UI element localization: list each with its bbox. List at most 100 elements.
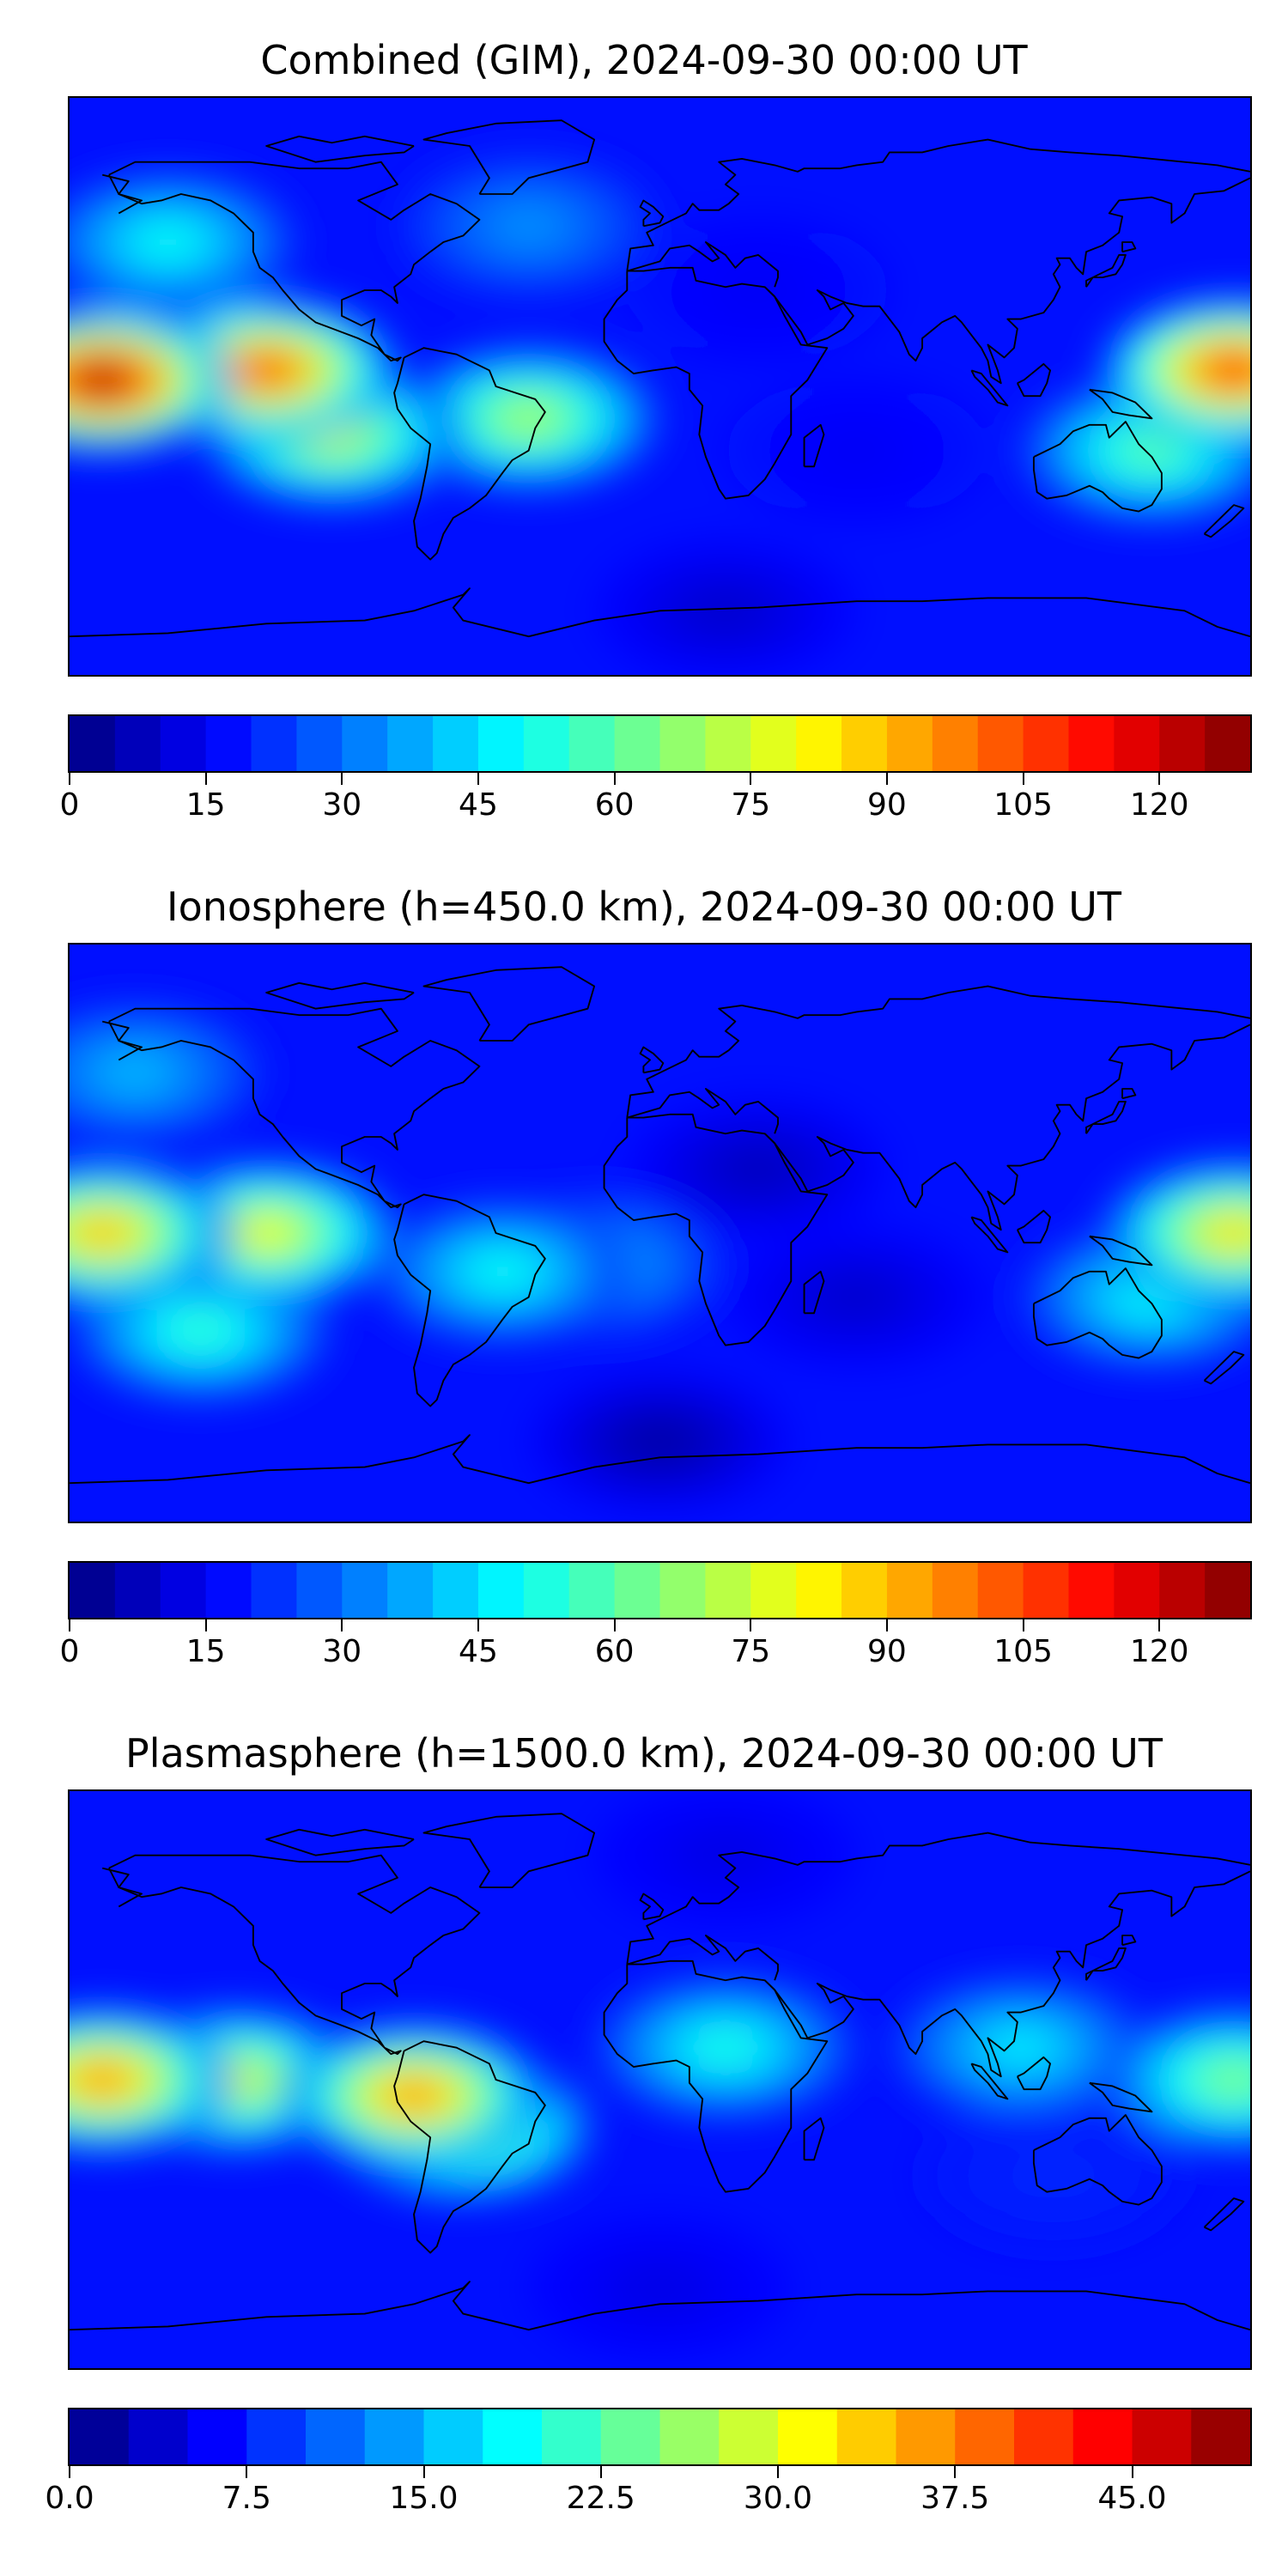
heatmap-feature bbox=[993, 2032, 1048, 2063]
coastline bbox=[639, 199, 665, 228]
heatmap-feature bbox=[239, 1218, 294, 1249]
colorbar-tick-label: 120 bbox=[1129, 1634, 1189, 1669]
heatmap-feature bbox=[1206, 2064, 1250, 2095]
coastline bbox=[393, 1194, 546, 1407]
colorbar-tick bbox=[204, 1619, 207, 1631]
colorbar-tick bbox=[599, 2466, 602, 2478]
colorbar-level bbox=[342, 716, 388, 771]
colorbar-level bbox=[568, 716, 616, 771]
colorbar-level bbox=[433, 1563, 479, 1618]
coastline bbox=[803, 423, 825, 468]
colorbar-level bbox=[1159, 716, 1206, 771]
colorbar-level bbox=[1205, 1563, 1250, 1618]
colorbar-level bbox=[659, 1563, 706, 1618]
colorbar-level bbox=[932, 1563, 979, 1618]
colorbar-ticks-combined: 0 15 30 45 60 75 90 105 120 bbox=[60, 773, 1252, 824]
colorbar-level bbox=[1159, 1563, 1206, 1618]
coastline bbox=[1089, 2081, 1153, 2113]
colorbar-level bbox=[955, 2409, 1015, 2464]
colorbar-plasmasphere bbox=[68, 2408, 1252, 2466]
colorbar-level bbox=[246, 2409, 307, 2464]
colorbar-combined bbox=[68, 714, 1252, 773]
coastline bbox=[1016, 362, 1051, 398]
colorbar-level bbox=[387, 1563, 434, 1618]
coastline bbox=[1085, 254, 1127, 288]
colorbar-level bbox=[542, 2409, 602, 2464]
colorbar-level bbox=[160, 1563, 207, 1618]
colorbar-tick-label: 30 bbox=[322, 787, 362, 823]
heatmap-feature bbox=[75, 2064, 130, 2095]
colorbar-tick bbox=[69, 1619, 70, 1631]
coastlines bbox=[70, 966, 1250, 1485]
colorbar-tick-label: 15.0 bbox=[389, 2481, 459, 2516]
colorbar-tick-label: 37.5 bbox=[920, 2481, 990, 2516]
colorbar-tick bbox=[750, 1619, 752, 1631]
coastline bbox=[107, 161, 481, 362]
colorbar-tick-label: 0.0 bbox=[45, 2481, 94, 2516]
panel-title-combined: Combined (GIM), 2024-09-30 00:00 UT bbox=[260, 37, 1028, 83]
colorbar-tick-label: 30 bbox=[322, 1634, 362, 1669]
colorbar-level bbox=[477, 716, 525, 771]
colorbar-tick-label: 90 bbox=[867, 1634, 907, 1669]
coastline bbox=[626, 985, 1250, 1118]
heatmap-feature bbox=[173, 1314, 228, 1345]
colorbar-level bbox=[1014, 2409, 1074, 2464]
heatmap-feature bbox=[75, 1218, 130, 1249]
coastline bbox=[1016, 1209, 1051, 1244]
colorbar-level bbox=[306, 2409, 366, 2464]
colorbar-level bbox=[977, 1563, 1024, 1618]
colorbar-level bbox=[600, 2409, 661, 2464]
coastline bbox=[107, 1854, 481, 2056]
coastline bbox=[107, 1007, 481, 1209]
colorbar-ticks-plasmasphere: 0.0 7.5 15.0 22.5 30.0 37.5 45.0 bbox=[45, 2466, 1252, 2518]
colorbar-tick-label: 0 bbox=[59, 787, 80, 823]
coastline bbox=[764, 1024, 1250, 1231]
colorbar-tick-label: 0 bbox=[59, 1634, 80, 1669]
colorbar-level bbox=[364, 2409, 425, 2464]
coastline bbox=[393, 2040, 546, 2254]
colorbar-level bbox=[614, 1563, 661, 1618]
colorbar-level bbox=[1114, 1563, 1160, 1618]
panel-title-plasmasphere: Plasmasphere (h=1500.0 km), 2024-09-30 0… bbox=[125, 1730, 1163, 1777]
coastline bbox=[1085, 1947, 1127, 1981]
coastline bbox=[627, 241, 779, 288]
colorbar-tick bbox=[885, 773, 888, 785]
colorbar-level bbox=[886, 1563, 933, 1618]
heatmap-feature bbox=[1206, 1218, 1250, 1249]
colorbar-level bbox=[719, 2409, 779, 2464]
colorbar-level bbox=[423, 2409, 483, 2464]
colorbar-level bbox=[523, 716, 570, 771]
colorbar-tick-label: 75 bbox=[731, 1634, 771, 1669]
coastline bbox=[1032, 2114, 1163, 2206]
colorbar-tick-label: 105 bbox=[993, 787, 1053, 823]
heatmap-feature bbox=[239, 355, 294, 386]
colorbar-tick bbox=[69, 773, 70, 785]
map-plasmasphere bbox=[68, 1789, 1252, 2370]
coastline bbox=[101, 173, 143, 215]
colorbar-tick bbox=[885, 1619, 888, 1631]
colorbar-level bbox=[836, 2409, 897, 2464]
coastline bbox=[70, 587, 1250, 638]
heatmap-feature bbox=[632, 1426, 688, 1457]
colorbar-tick-label: 22.5 bbox=[566, 2481, 635, 2516]
colorbar-tick bbox=[341, 1619, 343, 1631]
coastline bbox=[627, 1935, 779, 1981]
colorbar-tick bbox=[1022, 773, 1024, 785]
heatmap-feature bbox=[475, 1256, 530, 1287]
coastline bbox=[1085, 1101, 1127, 1134]
colorbar-level bbox=[841, 1563, 888, 1618]
colorbar-level bbox=[477, 1563, 525, 1618]
heatmap-feature bbox=[1206, 355, 1250, 386]
colorbar-ticks-ionosphere: 0 15 30 45 60 75 90 105 120 bbox=[60, 1619, 1252, 1671]
colorbar-level bbox=[205, 716, 252, 771]
coastline bbox=[393, 347, 546, 561]
colorbar-level bbox=[342, 1563, 388, 1618]
colorbar-level bbox=[1068, 1563, 1115, 1618]
colorbar-level bbox=[1191, 2409, 1250, 2464]
coastline bbox=[639, 1046, 665, 1074]
colorbar-tick bbox=[777, 2466, 779, 2478]
coastline bbox=[422, 1813, 596, 1888]
coastline bbox=[1032, 1267, 1163, 1359]
colorbar-level bbox=[114, 1563, 161, 1618]
colorbar-tick-label: 60 bbox=[594, 787, 635, 823]
